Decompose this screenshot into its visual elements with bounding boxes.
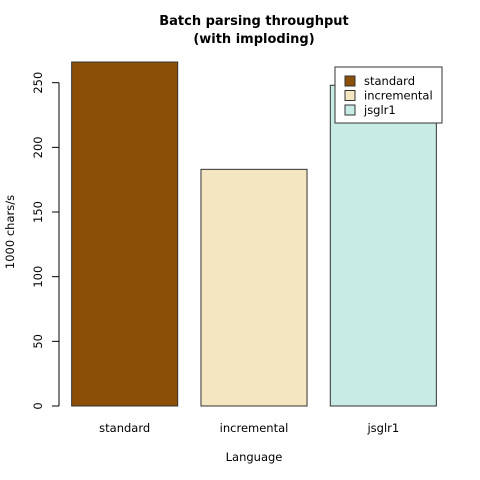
bar-standard [71, 61, 179, 407]
y-tick-label-50: 50 [31, 334, 45, 349]
bar-incremental [200, 168, 308, 407]
legend-swatch-standard [344, 75, 356, 87]
chart-title: Batch parsing throughput (with imploding… [159, 14, 349, 47]
chart-title-line-1: Batch parsing throughput [159, 14, 349, 29]
y-axis-label: 1000 chars/s [3, 195, 17, 269]
x-tick-label-incremental: incremental [220, 421, 289, 435]
legend-swatch-jsglr1 [344, 104, 356, 116]
legend-label-jsglr1: jsglr1 [363, 103, 396, 117]
legend-label-standard: standard [364, 74, 415, 88]
x-axis-label: Language [226, 450, 283, 464]
chart-title-line-2: (with imploding) [193, 32, 314, 47]
y-tick-label-100: 100 [31, 266, 45, 288]
legend-swatch-incremental [344, 90, 356, 101]
legend-label-incremental: incremental [364, 89, 433, 103]
y-tick-label-150: 150 [31, 201, 45, 223]
y-axis: 0 50 100 150 200 250 [31, 72, 60, 410]
y-tick-label-0: 0 [31, 402, 45, 409]
bar-jsglr1 [329, 84, 437, 407]
y-tick-label-250: 250 [31, 72, 45, 94]
x-tick-label-standard: standard [99, 421, 150, 435]
x-tick-label-jsglr1: jsglr1 [366, 421, 399, 435]
y-tick-label-200: 200 [31, 136, 45, 158]
x-axis-ticks: standard incremental jsglr1 [99, 421, 399, 435]
